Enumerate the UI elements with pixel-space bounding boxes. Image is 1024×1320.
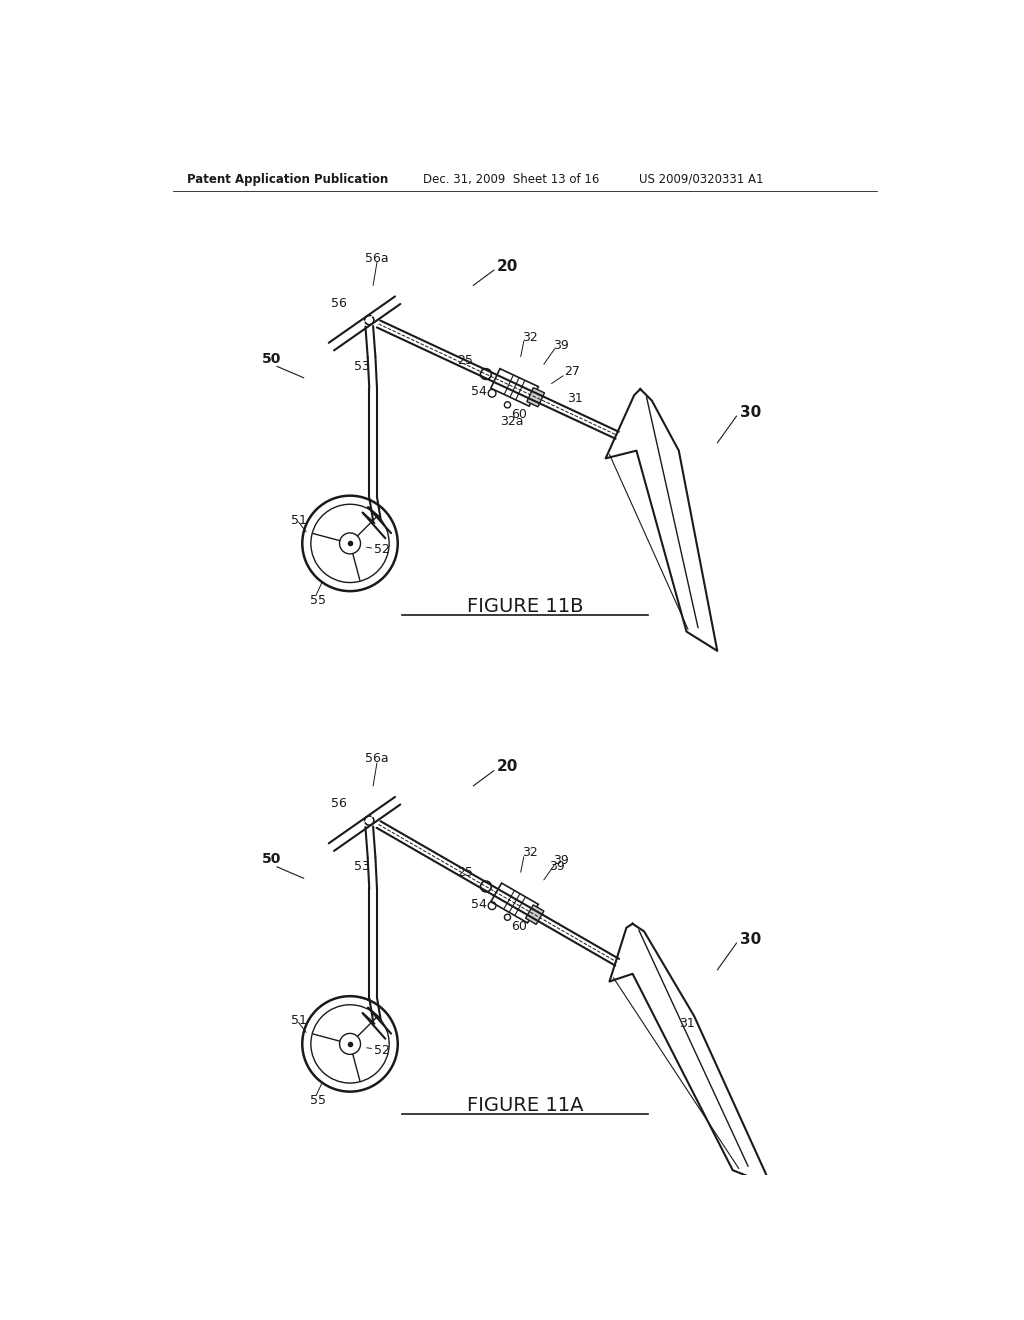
Text: 30: 30: [740, 405, 762, 420]
Text: 55: 55: [310, 1094, 326, 1107]
Text: Dec. 31, 2009  Sheet 13 of 16: Dec. 31, 2009 Sheet 13 of 16: [423, 173, 599, 186]
Text: 39: 39: [553, 338, 568, 351]
Polygon shape: [526, 388, 545, 407]
Polygon shape: [525, 906, 544, 924]
Text: 25: 25: [457, 354, 472, 367]
Text: 51: 51: [291, 1014, 306, 1027]
Text: FIGURE 11B: FIGURE 11B: [467, 597, 583, 616]
Text: 53: 53: [354, 861, 370, 874]
Text: 20: 20: [497, 259, 518, 273]
Text: 56a: 56a: [366, 752, 389, 766]
Text: 50: 50: [261, 351, 281, 366]
Text: 32: 32: [522, 331, 538, 343]
Text: 56a: 56a: [366, 252, 389, 265]
Text: 51: 51: [291, 513, 306, 527]
Text: 39: 39: [553, 854, 568, 867]
Text: 20: 20: [497, 759, 518, 775]
Text: 31: 31: [679, 1018, 694, 1031]
Text: 39: 39: [549, 859, 565, 873]
Text: 53: 53: [354, 360, 370, 372]
Text: 56: 56: [331, 797, 347, 810]
Text: 27: 27: [564, 366, 581, 379]
Text: 32a: 32a: [500, 416, 523, 428]
Text: 60: 60: [511, 920, 527, 933]
Text: FIGURE 11A: FIGURE 11A: [467, 1096, 583, 1115]
Text: 25: 25: [457, 866, 472, 879]
Text: 50: 50: [261, 853, 281, 866]
Text: 52: 52: [374, 1044, 390, 1056]
Text: US 2009/0320331 A1: US 2009/0320331 A1: [639, 173, 763, 186]
Text: 60: 60: [511, 408, 527, 421]
Text: 55: 55: [310, 594, 326, 607]
Text: 52: 52: [374, 543, 390, 556]
Text: 54: 54: [470, 385, 486, 399]
Text: 54: 54: [470, 898, 486, 911]
Text: 31: 31: [567, 392, 583, 405]
Text: 32: 32: [522, 846, 538, 859]
Text: 30: 30: [740, 932, 762, 946]
Text: Patent Application Publication: Patent Application Publication: [186, 173, 388, 186]
Text: 56: 56: [331, 297, 347, 310]
